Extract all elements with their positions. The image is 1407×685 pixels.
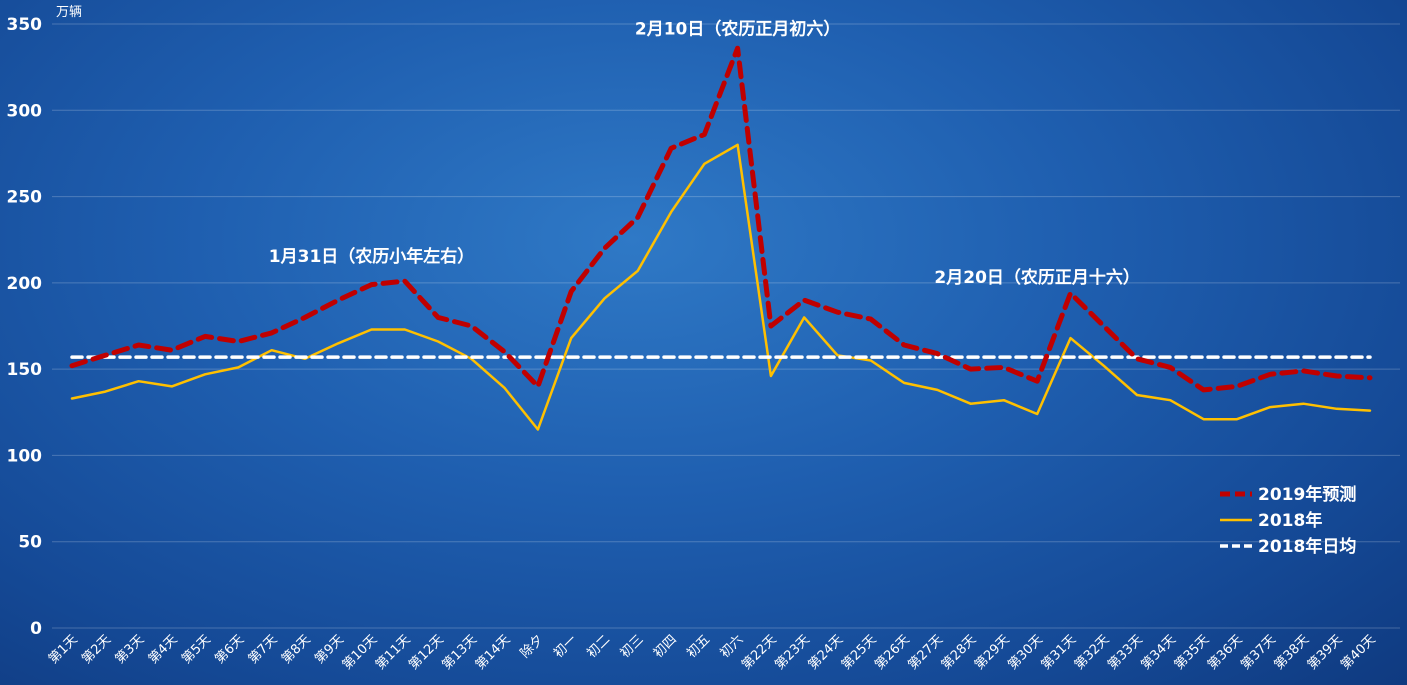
- x-tick-label: 第38天: [1272, 632, 1313, 673]
- x-tick-label: 初六: [717, 632, 746, 661]
- x-tick-label: 第14天: [473, 632, 514, 673]
- x-tick-label: 第30天: [1005, 632, 1046, 673]
- legend-label: 2018年日均: [1258, 536, 1356, 557]
- y-tick-label: 300: [7, 101, 43, 121]
- x-tick-label: 第26天: [872, 632, 913, 673]
- x-tick-label: 第22天: [739, 632, 780, 673]
- y-tick-label: 150: [7, 360, 43, 380]
- x-tick-label: 第36天: [1205, 632, 1246, 673]
- x-tick-label: 第7天: [246, 632, 281, 667]
- y-tick-label: 250: [7, 188, 43, 208]
- x-tick-label: 第28天: [939, 632, 980, 673]
- x-tick-label: 第39天: [1305, 632, 1346, 673]
- x-tick-label: 第29天: [972, 632, 1013, 673]
- x-tick-label: 第33天: [1105, 632, 1146, 673]
- annotation-label: 1月31日（农历小年左右）: [269, 246, 475, 267]
- series-lines: [69, 45, 1373, 431]
- x-tick-label: 第24天: [806, 632, 847, 673]
- x-tick-label: 第40天: [1338, 632, 1379, 673]
- y-axis: 0 50 100 150 200 250 300 350: [7, 15, 43, 639]
- x-tick-label: 初四: [651, 632, 680, 661]
- x-tick-label: 第3天: [113, 632, 148, 667]
- x-axis: 第1天第2天第3天第4天第5天第6天第7天第8天第9天第10天第11天第12天第…: [46, 632, 1379, 673]
- x-tick-label: 第6天: [212, 632, 247, 667]
- x-tick-label: 第8天: [279, 632, 314, 667]
- x-tick-label: 第35天: [1172, 632, 1213, 673]
- series-line-0: [69, 45, 1373, 393]
- y-tick-label: 200: [7, 274, 43, 294]
- y-axis-unit-label: 万辆: [56, 5, 82, 20]
- x-tick-label: 第31天: [1039, 632, 1080, 673]
- x-tick-label: 第13天: [440, 632, 481, 673]
- x-tick-label: 除夕: [518, 632, 547, 661]
- x-tick-label: 第11天: [373, 632, 414, 673]
- x-tick-label: 第23天: [772, 632, 813, 673]
- y-tick-label: 50: [18, 533, 42, 553]
- annotation-label: 2月10日（农历正月初六）: [635, 18, 841, 39]
- gridlines: [52, 23, 1400, 629]
- y-tick-label: 350: [7, 15, 43, 35]
- series-line-1: [70, 143, 1372, 431]
- x-tick-label: 第1天: [46, 632, 81, 667]
- legend-label: 2018年: [1258, 510, 1322, 531]
- x-tick-label: 第27天: [905, 632, 946, 673]
- x-tick-label: 第2天: [79, 632, 114, 667]
- x-tick-label: 初五: [684, 632, 713, 661]
- x-tick-label: 第10天: [340, 632, 381, 673]
- x-tick-label: 第12天: [406, 632, 447, 673]
- x-tick-label: 第5天: [179, 632, 214, 667]
- legend: 2019年预测 2018年 2018年日均: [1220, 484, 1356, 557]
- x-tick-label: 初三: [618, 632, 647, 661]
- annotations: 1月31日（农历小年左右） 2月10日（农历正月初六） 2月20日（农历正月十六）: [269, 18, 1140, 288]
- legend-label: 2019年预测: [1258, 484, 1356, 505]
- x-tick-label: 初二: [584, 632, 613, 661]
- x-tick-label: 第25天: [839, 632, 880, 673]
- x-tick-label: 第34天: [1138, 632, 1179, 673]
- annotation-label: 2月20日（农历正月十六）: [934, 267, 1140, 288]
- x-tick-label: 初一: [551, 632, 580, 661]
- x-tick-label: 第32天: [1072, 632, 1113, 673]
- x-tick-label: 第37天: [1238, 632, 1279, 673]
- x-tick-label: 第4天: [146, 632, 181, 667]
- y-tick-label: 0: [30, 619, 42, 639]
- y-tick-label: 100: [7, 446, 43, 466]
